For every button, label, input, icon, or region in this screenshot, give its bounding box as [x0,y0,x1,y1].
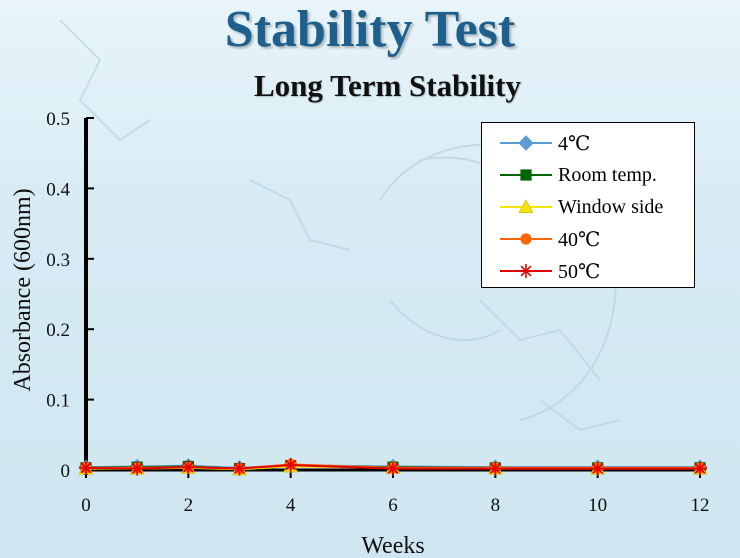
legend-marker [518,135,534,151]
y-tick-label: 0.2 [46,320,70,341]
legend-swatch [500,264,552,278]
data-point [386,461,400,476]
legend-swatch [500,199,552,213]
legend-item: 40℃ [496,225,696,253]
legend-marker [519,264,533,278]
x-tick-label: 4 [286,495,296,516]
chart-series [78,457,708,476]
legend-swatch [500,135,552,151]
data-point [181,460,196,475]
y-tick-label: 0.1 [46,391,70,412]
legend-swatch [500,169,552,181]
y-tick-label: 0.5 [46,109,70,130]
x-tick-label: 0 [81,495,91,516]
data-point [232,461,247,476]
y-tick-label: 0 [61,461,71,482]
legend-marker [518,199,534,213]
x-tick-label: 6 [388,495,398,516]
x-tick-label: 2 [184,495,194,516]
y-tick-label: 0.3 [46,250,70,271]
x-tick-label: 10 [588,495,607,516]
legend-marker [520,233,532,245]
legend-item: Room temp. [496,161,696,189]
legend-label: 4℃ [558,132,591,155]
legend-label: Room temp. [558,163,657,186]
legend-item: 50℃ [496,257,696,285]
series-4 [79,458,707,476]
legend-item: 4℃ [496,129,696,157]
x-axis-label: Weeks [361,533,424,558]
legend-swatch [500,233,552,245]
y-axis-label: Absorbance (600nm) [10,188,36,391]
legend-label: 50℃ [558,260,601,283]
y-tick-label: 0.4 [46,179,70,200]
legend-label: Window side [558,195,664,218]
data-point [693,461,707,476]
data-point [488,461,503,476]
slide-subtitle: Long Term Stability [254,68,521,103]
data-point [130,461,145,476]
chart-legend: 4℃ Room temp. Window side 40℃ 50℃ [481,122,695,288]
x-tick-label: 8 [491,495,501,516]
legend-label: 40℃ [558,228,601,251]
legend-item: Window side [496,193,696,221]
x-tick-label: 12 [691,495,710,516]
slide-title: Stability Test [224,1,516,58]
data-point [590,461,605,476]
data-point [79,460,93,475]
data-point [283,458,298,473]
legend-marker [520,169,532,181]
